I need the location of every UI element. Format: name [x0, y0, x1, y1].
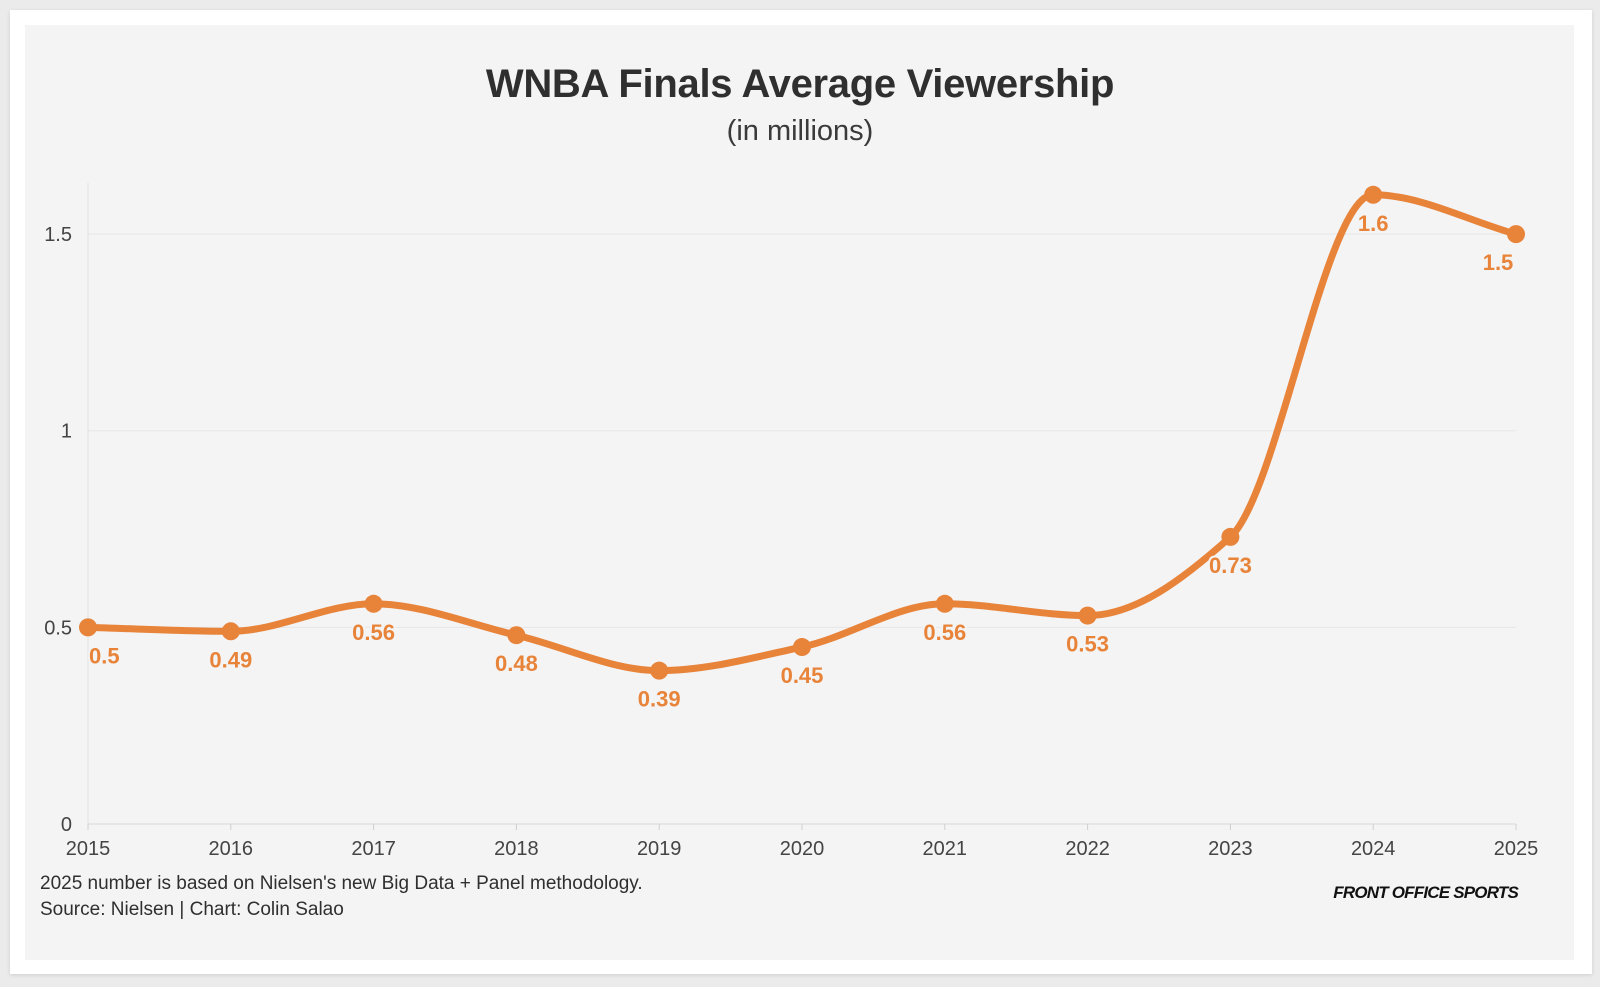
data-label: 1.5 — [1483, 250, 1514, 275]
brand-logo: FRONT OFFICE SPORTS — [1333, 883, 1519, 902]
data-point — [221, 622, 240, 641]
x-tick-label: 2024 — [1351, 838, 1396, 860]
axis-layer: 0 0.5 1 1.5 2015 2016 2017 2018 2019 2020 2021 2022… — [44, 224, 1538, 860]
data-label: 0.39 — [638, 687, 681, 712]
x-tick-label: 2016 — [209, 838, 254, 860]
x-tick-label: 2020 — [780, 838, 825, 860]
data-labels-layer: 0.5 0.49 0.56 0.48 0.39 0.45 0.56 0.53 0.73 1.6 1.… — [87, 209, 1515, 714]
x-tick-label: 2018 — [494, 838, 539, 860]
y-tick-label: 1.5 — [44, 224, 72, 246]
data-point — [650, 661, 669, 680]
x-tick-label: 2022 — [1065, 838, 1110, 860]
series-layer — [84, 191, 1520, 675]
series-line — [84, 191, 1520, 675]
x-tick-label: 2019 — [637, 838, 682, 860]
chart-subtitle: (in millions) — [726, 115, 874, 147]
data-point — [935, 594, 954, 613]
chart-title: WNBA Finals Average Viewership — [485, 62, 1115, 106]
methodology-note: 2025 number is based on Nielsen's new Bi… — [40, 873, 643, 894]
data-point — [793, 638, 811, 657]
data-label: 0.56 — [923, 620, 966, 645]
y-tick-label: 0.5 — [44, 617, 72, 639]
data-label: 0.45 — [781, 663, 824, 688]
x-tick-label: 2025 — [1494, 838, 1539, 860]
data-point — [507, 626, 526, 645]
y-tick-label: 1 — [61, 421, 72, 443]
data-label: 0.73 — [1209, 553, 1252, 578]
data-label: 0.48 — [495, 651, 538, 676]
chart-panel — [25, 25, 1574, 960]
x-tick-label: 2017 — [351, 838, 396, 860]
points-layer — [79, 185, 1525, 680]
data-label: 0.56 — [352, 620, 395, 645]
data-label: 0.53 — [1066, 632, 1109, 657]
source-credit: Source: Nielsen | Chart: Colin Salao — [40, 899, 344, 920]
data-point — [1364, 185, 1383, 204]
data-label: 0.5 — [89, 643, 120, 668]
data-label: 1.6 — [1358, 211, 1389, 236]
grid-layer — [87, 183, 1516, 825]
data-point — [364, 594, 383, 613]
x-tick-label: 2015 — [66, 838, 111, 860]
data-point — [1507, 225, 1525, 244]
data-point — [1221, 527, 1240, 546]
y-tick-label: 0 — [61, 814, 72, 836]
x-tick-label: 2023 — [1208, 838, 1253, 860]
data-point — [79, 618, 97, 637]
chart-footnote: 2025 number is based on Nielsen's new Bi… — [40, 871, 643, 923]
data-label: 0.49 — [209, 647, 252, 672]
x-tick-label: 2021 — [923, 838, 968, 860]
data-point — [1078, 606, 1097, 625]
